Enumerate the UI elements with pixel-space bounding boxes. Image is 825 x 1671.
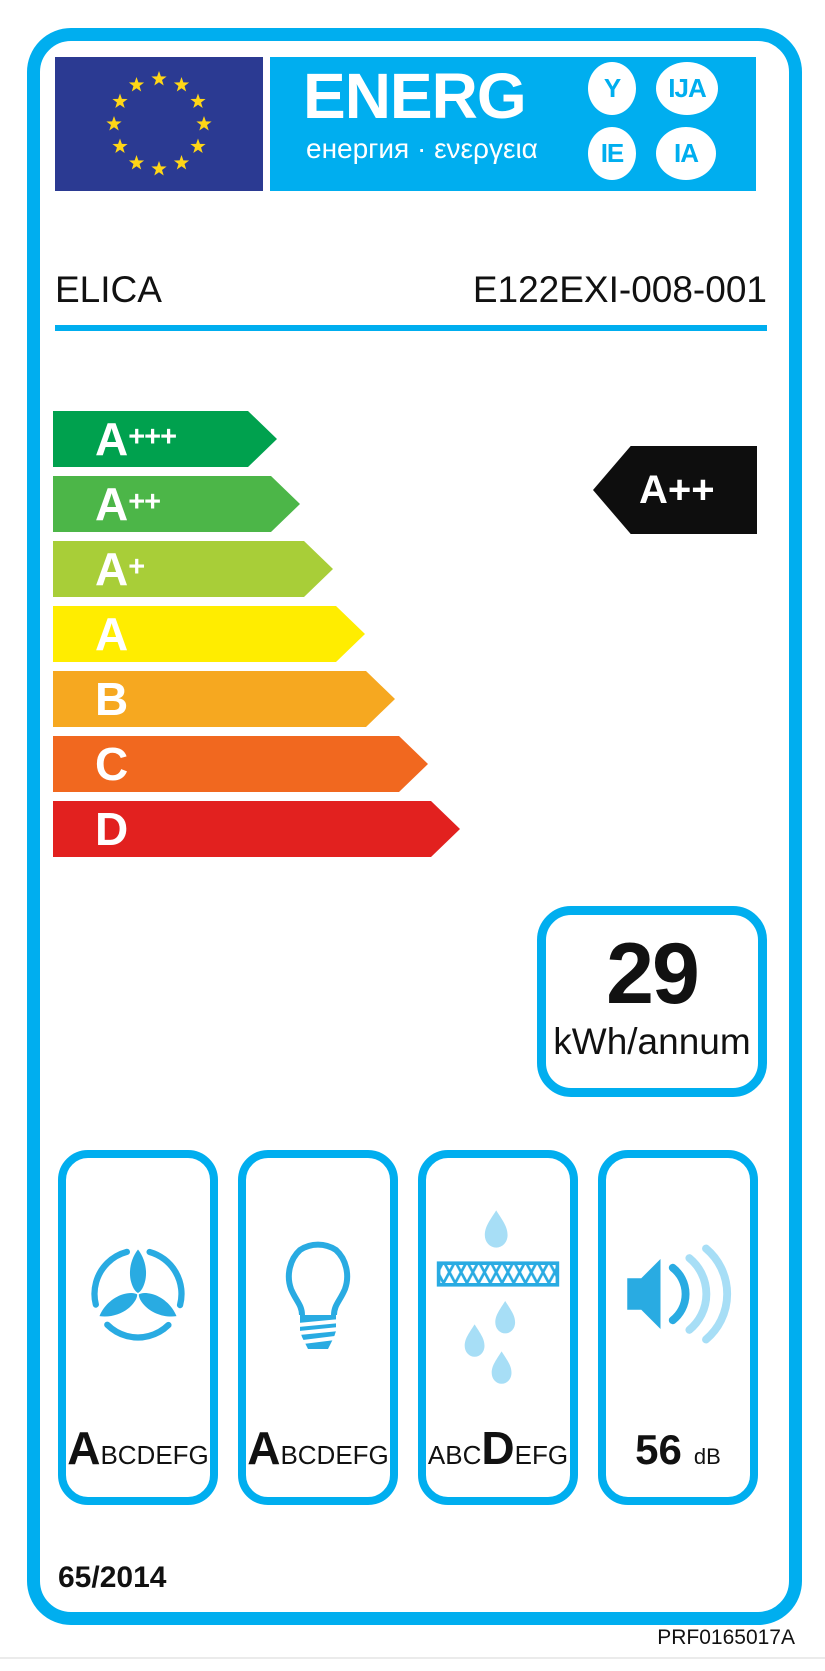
bulb-icon: [285, 1241, 351, 1349]
fluid-class-letters: ABCDEFG: [67, 1422, 209, 1474]
noise-icon: [627, 1244, 732, 1343]
noise-level-box: 56 dB: [598, 1150, 758, 1505]
divider-rule: [55, 325, 767, 331]
grease-class-letters: ABCDEFG: [427, 1422, 569, 1474]
language-badge-ia: IA: [656, 127, 716, 180]
energy-class-arrow: A+: [53, 541, 333, 597]
energ-logo-text: ENERG: [303, 60, 527, 132]
fluid-dynamic-efficiency-box: ABCDEFG: [58, 1150, 218, 1505]
rating-value: A++: [639, 468, 715, 512]
energy-label: ENERG енергия · ενεργεια Y IJA IE IA ELI…: [27, 28, 802, 1625]
metric-boxes: ABCDEFG ABCDEFG: [58, 1150, 758, 1505]
grease-filtering-efficiency-box: ABCDEFG: [418, 1150, 578, 1505]
language-badge-y: Y: [588, 62, 636, 115]
annual-energy-unit: kWh/annum: [553, 1021, 751, 1062]
annual-energy-box: 29 kWh/annum: [537, 906, 767, 1097]
energy-class-arrow: C: [53, 736, 428, 792]
document-code: PRF0165017A: [657, 1626, 795, 1649]
grease-filter-icon: [436, 1209, 560, 1384]
eu-flag-icon: [55, 57, 263, 191]
language-badge-ija: IJA: [656, 62, 718, 115]
energy-class-arrow: B: [53, 671, 395, 727]
energy-class-arrow: A++: [53, 476, 300, 532]
energy-class-arrow: A+++: [53, 411, 277, 467]
page-bottom-line: [0, 1657, 825, 1659]
energ-logo-band: ENERG енергия · ενεργεια Y IJA IE IA: [270, 57, 756, 191]
lighting-class-letters: ABCDEFG: [247, 1422, 389, 1474]
regulation-number: 65/2014: [58, 1561, 167, 1594]
model-number: E122EXI-008-001: [472, 269, 767, 310]
brand-name: ELICA: [55, 269, 162, 310]
noise-value: 56 dB: [635, 1426, 721, 1473]
brand-row: ELICA E122EXI-008-001: [55, 269, 767, 312]
energy-class-arrow: D: [53, 801, 460, 857]
energ-logo-subtext: енергия · ενεργεια: [306, 133, 538, 164]
lighting-efficiency-box: ABCDEFG: [238, 1150, 398, 1505]
rating-indicator-arrow: A++: [593, 446, 757, 534]
fan-icon: [91, 1246, 185, 1341]
energy-class-arrow: A: [53, 606, 365, 662]
energy-class-scale: A+++ A++ A+ A B C D: [53, 411, 553, 866]
language-badge-ie: IE: [588, 127, 636, 180]
annual-energy-value: 29: [606, 926, 700, 1022]
